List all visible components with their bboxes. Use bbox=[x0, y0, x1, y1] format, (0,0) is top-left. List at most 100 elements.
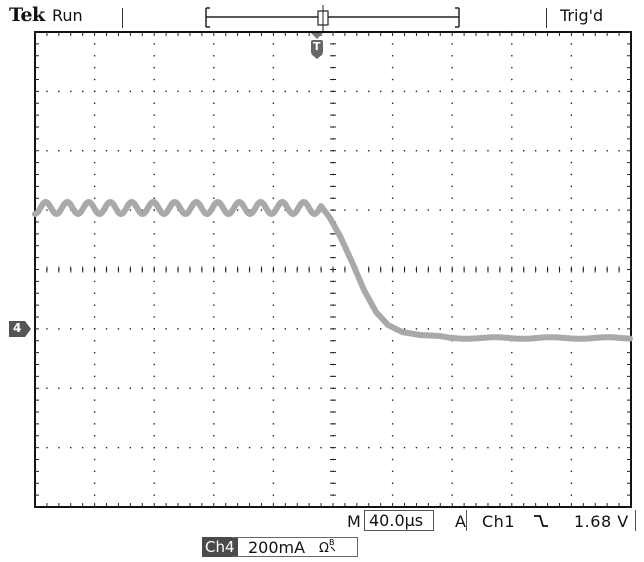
grid-dot bbox=[225, 90, 227, 93]
grid-dot bbox=[272, 340, 275, 342]
grid-dot bbox=[511, 280, 513, 283]
frame-tick bbox=[35, 126, 39, 128]
grid-dot bbox=[570, 482, 573, 484]
grid-dot bbox=[570, 411, 573, 413]
grid-dot bbox=[272, 221, 275, 223]
grid-dot bbox=[117, 90, 120, 93]
grid-dot bbox=[451, 411, 453, 413]
channel-4-scale[interactable]: 200mA bbox=[248, 538, 306, 557]
frame-tick bbox=[618, 503, 620, 507]
grid-dot bbox=[93, 102, 96, 104]
grid-dot bbox=[272, 316, 275, 318]
grid-dot bbox=[213, 233, 215, 235]
svg-text:B: B bbox=[329, 538, 335, 547]
grid-dot bbox=[606, 328, 608, 330]
trigger-position-marker[interactable]: T bbox=[309, 33, 325, 61]
grid-dot bbox=[499, 209, 501, 211]
grid-dot bbox=[523, 446, 525, 449]
frame-tick bbox=[627, 435, 631, 437]
grid-dot bbox=[272, 185, 275, 188]
status-bar: Tek Run Trig'd bbox=[0, 0, 644, 32]
frame-tick bbox=[606, 503, 608, 507]
center-axis-tick bbox=[129, 266, 131, 273]
grid-dot bbox=[618, 90, 620, 93]
grid-dot bbox=[391, 161, 394, 164]
grid-dot bbox=[213, 363, 215, 366]
grid-dot bbox=[391, 150, 394, 152]
frame-tick bbox=[35, 340, 39, 342]
grid-dot bbox=[272, 399, 275, 401]
acquisition-state: Run bbox=[52, 6, 83, 25]
grid-dot bbox=[105, 150, 108, 152]
grid-dot bbox=[487, 150, 489, 152]
grid-dot bbox=[451, 209, 453, 211]
frame-tick bbox=[627, 138, 631, 140]
frame-tick bbox=[627, 79, 631, 80]
grid-dot bbox=[93, 399, 96, 401]
grid-dot bbox=[81, 446, 84, 449]
frame-tick bbox=[106, 32, 108, 36]
grid-dot bbox=[129, 446, 132, 449]
grid-dot bbox=[487, 387, 489, 389]
center-axis-tick bbox=[177, 266, 179, 273]
grid-dot bbox=[415, 446, 418, 449]
frame-tick bbox=[35, 31, 39, 33]
frame-tick bbox=[594, 503, 596, 507]
grid-dot bbox=[296, 90, 298, 93]
grid-dot bbox=[93, 197, 96, 199]
grid-dot bbox=[141, 446, 143, 449]
grid-dot bbox=[391, 494, 394, 496]
frame-tick bbox=[594, 32, 596, 36]
trigger-level[interactable]: 1.68 V bbox=[574, 512, 629, 531]
grid-dot bbox=[451, 78, 453, 81]
grid-dot bbox=[570, 114, 573, 116]
trigger-readout-box[interactable] bbox=[466, 510, 636, 531]
grid-dot bbox=[391, 470, 394, 473]
grid-dot bbox=[93, 482, 96, 484]
center-axis-tick bbox=[330, 375, 336, 377]
frame-tick bbox=[35, 459, 39, 460]
trigger-mode: A bbox=[455, 512, 466, 531]
frame-tick bbox=[627, 162, 631, 164]
grid-dot bbox=[570, 126, 573, 128]
grid-dot bbox=[403, 90, 406, 93]
frame-tick bbox=[356, 503, 358, 507]
channel-4-ground-marker[interactable]: 4 bbox=[9, 321, 31, 337]
grid-dot bbox=[511, 363, 513, 366]
frame-tick bbox=[213, 503, 215, 507]
grid-dot bbox=[177, 90, 179, 93]
grid-dot bbox=[606, 90, 608, 93]
grid-dot bbox=[189, 90, 191, 93]
grid-dot bbox=[391, 316, 394, 318]
frame-tick bbox=[475, 32, 477, 36]
grid-dot bbox=[260, 150, 263, 152]
grid-dot bbox=[260, 446, 263, 449]
grid-dot bbox=[213, 280, 215, 283]
center-axis-tick bbox=[70, 266, 72, 273]
grid-dot bbox=[272, 304, 275, 306]
grid-dot bbox=[391, 292, 394, 294]
frame-tick bbox=[627, 150, 631, 152]
center-axis-tick bbox=[475, 266, 477, 273]
grid-dot bbox=[570, 209, 573, 211]
grid-dot bbox=[284, 150, 287, 152]
frame-tick bbox=[627, 233, 631, 235]
grid-dot bbox=[284, 387, 287, 389]
frame-tick bbox=[627, 304, 631, 306]
grid-dot bbox=[93, 126, 96, 128]
grid-dot bbox=[236, 209, 239, 211]
grid-dot bbox=[427, 387, 430, 389]
grid-dot bbox=[451, 458, 453, 461]
center-axis-tick bbox=[330, 387, 336, 389]
grid-dot bbox=[58, 328, 60, 330]
grid-dot bbox=[391, 185, 394, 188]
channel-4-badge[interactable]: Ch4 bbox=[202, 537, 238, 557]
frame-tick bbox=[35, 257, 39, 259]
grid-dot bbox=[391, 399, 394, 401]
center-axis-tick bbox=[330, 162, 336, 164]
grid-dot bbox=[153, 138, 155, 140]
timebase-readout[interactable]: 40.0µs bbox=[364, 510, 434, 531]
frame-tick bbox=[165, 503, 167, 507]
center-axis-tick bbox=[499, 266, 501, 273]
grid-dot bbox=[451, 197, 453, 199]
